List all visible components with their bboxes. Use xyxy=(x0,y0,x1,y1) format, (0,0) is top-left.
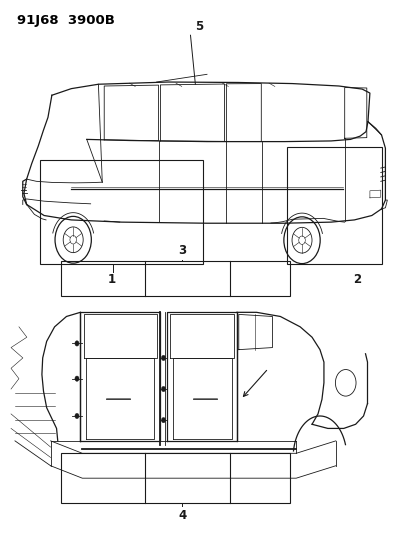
Circle shape xyxy=(161,417,165,423)
Text: 2: 2 xyxy=(353,273,361,286)
Bar xyxy=(60,261,289,296)
Text: 4: 4 xyxy=(178,509,186,522)
Bar xyxy=(40,160,202,264)
Circle shape xyxy=(75,341,79,346)
Bar xyxy=(60,453,289,503)
Text: 1: 1 xyxy=(108,273,116,286)
Circle shape xyxy=(161,386,165,392)
Circle shape xyxy=(161,356,165,361)
Text: 5: 5 xyxy=(194,20,202,33)
Text: 91J68  3900B: 91J68 3900B xyxy=(17,14,115,27)
Circle shape xyxy=(75,413,79,418)
Bar xyxy=(287,147,382,264)
Text: 3: 3 xyxy=(178,244,186,257)
Circle shape xyxy=(75,376,79,381)
